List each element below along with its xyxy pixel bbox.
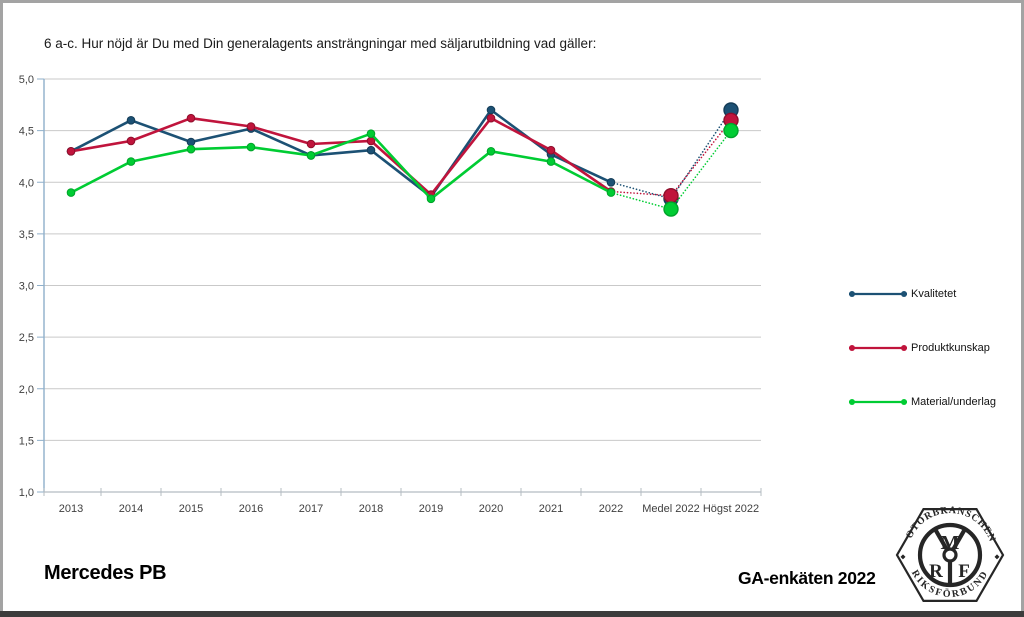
data-point-kvalitetet	[366, 145, 376, 155]
legend-marker-icon	[849, 291, 907, 297]
data-point-material-underlag	[66, 188, 76, 197]
x-axis-label: Högst 2022	[703, 503, 759, 515]
y-axis-label: 2,0	[19, 384, 34, 396]
data-point-kvalitetet	[126, 116, 136, 125]
data-point-kvalitetet	[186, 137, 196, 147]
logo-letter-f: F	[958, 561, 970, 582]
line-chart: 5,0 4,5 4,0 3,5 3,0 2,5 2,0 1,5 1,0 2013 2014 2015 2…	[19, 74, 762, 515]
logo-letter-m: M	[941, 532, 960, 554]
data-point-material-underlag	[606, 188, 616, 197]
data-point-material-underlag	[306, 151, 316, 160]
data-point-material-underlag	[246, 142, 256, 152]
y-axis-label: 3,5	[19, 229, 34, 241]
data-point-produktkunskap	[246, 122, 256, 131]
data-point-produktkunskap	[306, 139, 316, 149]
data-point-kvalitetet	[606, 178, 616, 187]
data-point-material-underlag	[546, 157, 556, 166]
data-point-kvalitetet	[486, 105, 496, 115]
series-dotted-line-produktkunskap	[610, 119, 732, 197]
x-axis-label: 2021	[539, 503, 563, 515]
legend-marker-icon	[849, 399, 907, 405]
data-point-material-underlag	[723, 122, 739, 139]
data-point-material-underlag	[486, 147, 496, 156]
data-point-produktkunskap	[486, 113, 496, 123]
y-axis-label: 4,0	[19, 177, 34, 189]
data-point-material-underlag	[186, 144, 196, 154]
bottom-bar	[0, 611, 1024, 617]
data-point-produktkunskap	[66, 147, 76, 156]
chart-legend: Kvalitetet Produktkunskap Material/underla…	[846, 287, 996, 449]
logo-separator-left-icon: ◆	[901, 554, 907, 561]
y-axis-label: 2,5	[19, 332, 34, 344]
y-axis-label: 1,0	[19, 487, 34, 499]
logo-wheel-hub	[942, 547, 958, 563]
logo-letter-r: R	[929, 561, 943, 582]
series-line-material-underlag	[70, 132, 612, 201]
y-axis-label: 4,5	[19, 126, 34, 138]
data-point-produktkunskap	[663, 187, 679, 204]
chart-title: 6 a-c. Hur nöjd är Du med Din generalage…	[44, 36, 597, 51]
y-axis-label: 5,0	[19, 74, 34, 86]
x-axis-label: Medel 2022	[642, 503, 700, 515]
logo-separator-right-icon: ◆	[995, 554, 1001, 561]
data-point-produktkunskap	[186, 113, 196, 123]
footer-survey-name: GA-enkäten 2022	[738, 568, 876, 588]
data-point-produktkunskap	[126, 136, 136, 146]
series-line-produktkunskap	[70, 116, 612, 196]
legend-label: Kvalitetet	[911, 288, 957, 300]
legend-marker-icon	[849, 345, 907, 351]
x-axis-label: 2022	[599, 503, 623, 515]
series-line-kvalitetet	[70, 108, 612, 198]
x-axis-label: 2015	[179, 503, 203, 515]
y-axis-label: 1,5	[19, 435, 34, 447]
data-point-produktkunskap	[546, 145, 556, 155]
legend-label: Material/underlag	[911, 396, 996, 408]
legend-label: Produktkunskap	[911, 342, 990, 354]
x-axis-label: 2019	[419, 503, 443, 515]
series-dotted-line-kvalitetet	[610, 109, 732, 200]
x-axis-label: 2014	[119, 503, 143, 515]
x-axis-label: 2017	[299, 503, 323, 515]
data-point-material-underlag	[366, 129, 376, 138]
legend-item-material-underlag: Material/underlag	[846, 395, 996, 409]
y-axis-label: 3,0	[19, 281, 34, 293]
footer-dealer-name: Mercedes PB	[44, 562, 167, 584]
data-point-material-underlag	[426, 194, 436, 204]
data-point-material-underlag	[126, 157, 136, 166]
mrf-logo: M R F MOTORBRANSCHENS RIKSFÖRBUND ◆ ◆	[894, 499, 1005, 603]
legend-item-kvalitetet: Kvalitetet	[846, 287, 996, 301]
x-axis-label: 2013	[59, 503, 83, 515]
legend-item-produktkunskap: Produktkunskap	[846, 341, 996, 355]
data-point-material-underlag	[663, 201, 679, 217]
x-axis-label: 2020	[479, 503, 503, 515]
x-axis-label: 2018	[359, 503, 383, 515]
x-axis-label: 2016	[239, 503, 263, 515]
